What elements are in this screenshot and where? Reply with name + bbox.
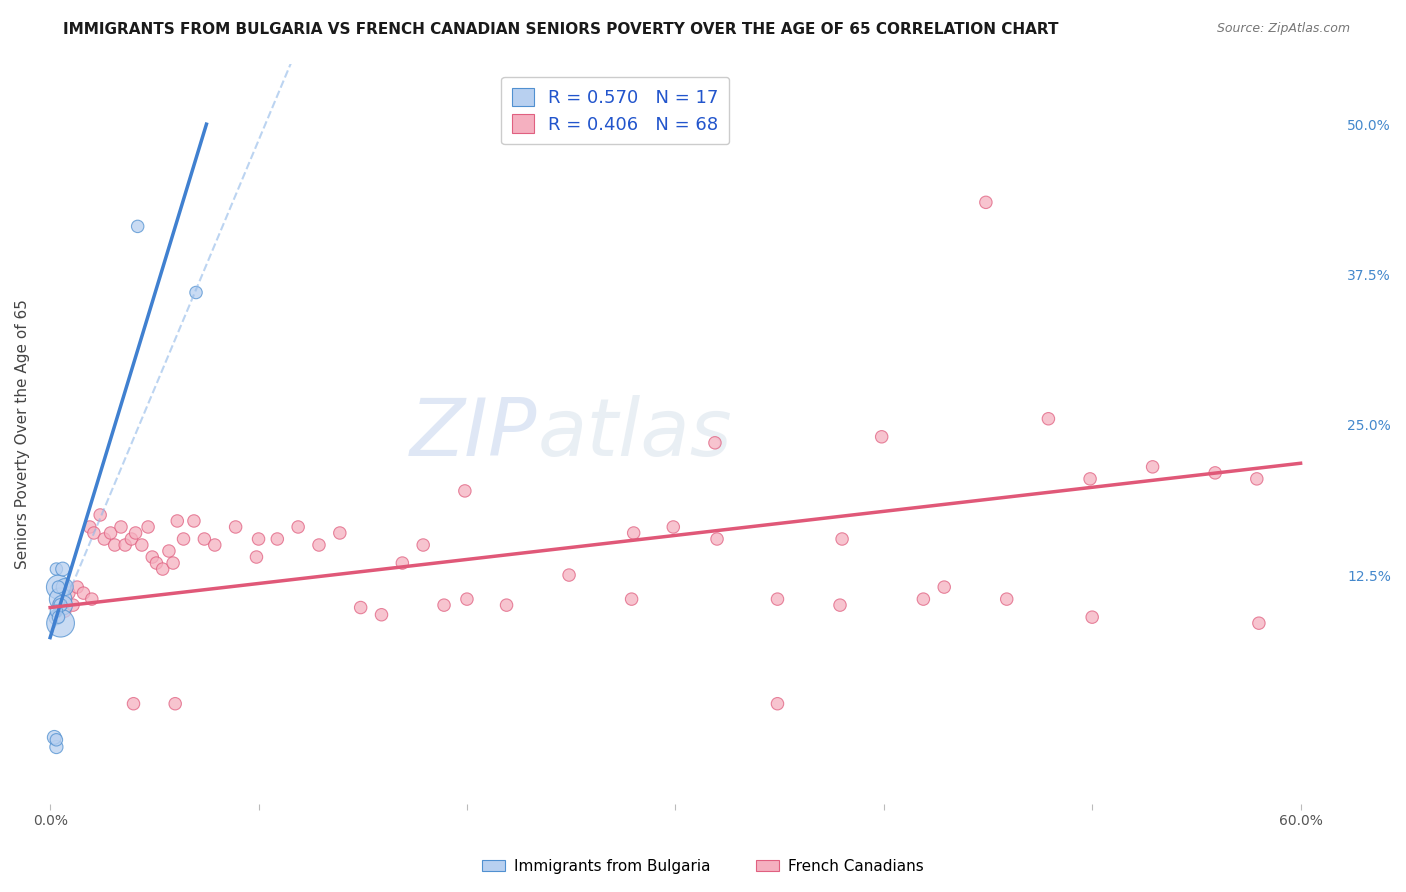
- Point: [44, 731, 66, 745]
- Point: [165, 697, 187, 711]
- Point: [110, 520, 132, 534]
- Point: [766, 592, 789, 607]
- Point: [52, 562, 75, 576]
- Point: [52, 598, 75, 612]
- Point: [131, 538, 153, 552]
- Point: [162, 556, 184, 570]
- Point: [329, 526, 352, 541]
- Point: [72, 586, 94, 600]
- Point: [391, 556, 413, 570]
- Point: [1204, 466, 1226, 480]
- Point: [124, 526, 146, 541]
- Point: [287, 520, 309, 534]
- Point: [1246, 472, 1268, 486]
- Point: [766, 697, 789, 711]
- Point: [558, 568, 581, 582]
- Point: [48, 610, 70, 624]
- Point: [79, 520, 101, 534]
- Point: [120, 532, 142, 546]
- Point: [204, 538, 226, 552]
- Legend: R = 0.570   N = 17, R = 0.406   N = 68: R = 0.570 N = 17, R = 0.406 N = 68: [501, 77, 730, 145]
- Point: [48, 580, 70, 594]
- Point: [831, 532, 853, 546]
- Point: [454, 483, 477, 498]
- Point: [308, 538, 330, 552]
- Point: [152, 562, 174, 576]
- Point: [1247, 616, 1270, 631]
- Point: [45, 732, 67, 747]
- Legend: Immigrants from Bulgaria, French Canadians: Immigrants from Bulgaria, French Canadia…: [475, 853, 931, 880]
- Text: ZIP: ZIP: [411, 395, 537, 473]
- Point: [66, 580, 89, 594]
- Point: [828, 598, 851, 612]
- Point: [53, 604, 76, 618]
- Point: [620, 592, 643, 607]
- Point: [974, 195, 997, 210]
- Point: [370, 607, 392, 622]
- Point: [157, 544, 180, 558]
- Point: [433, 598, 456, 612]
- Point: [45, 562, 67, 576]
- Point: [184, 285, 207, 300]
- Point: [136, 520, 159, 534]
- Point: [114, 538, 136, 552]
- Point: [225, 520, 247, 534]
- Point: [127, 219, 149, 234]
- Point: [183, 514, 205, 528]
- Point: [100, 526, 122, 541]
- Point: [912, 592, 935, 607]
- Point: [266, 532, 288, 546]
- Point: [1078, 472, 1101, 486]
- Point: [49, 592, 72, 607]
- Point: [870, 430, 893, 444]
- Point: [350, 600, 373, 615]
- Point: [48, 598, 70, 612]
- Point: [49, 616, 72, 631]
- Point: [53, 580, 76, 594]
- Point: [58, 586, 80, 600]
- Point: [62, 598, 84, 612]
- Point: [1142, 459, 1164, 474]
- Point: [48, 580, 70, 594]
- Point: [166, 514, 188, 528]
- Point: [245, 549, 267, 564]
- Point: [45, 610, 67, 624]
- Point: [45, 739, 67, 754]
- Point: [173, 532, 195, 546]
- Y-axis label: Seniors Poverty Over the Age of 65: Seniors Poverty Over the Age of 65: [15, 299, 30, 569]
- Point: [706, 532, 728, 546]
- Text: IMMIGRANTS FROM BULGARIA VS FRENCH CANADIAN SENIORS POVERTY OVER THE AGE OF 65 C: IMMIGRANTS FROM BULGARIA VS FRENCH CANAD…: [63, 22, 1059, 37]
- Point: [89, 508, 111, 522]
- Point: [662, 520, 685, 534]
- Text: atlas: atlas: [537, 395, 733, 473]
- Point: [93, 532, 115, 546]
- Point: [45, 604, 67, 618]
- Point: [1038, 411, 1060, 425]
- Point: [83, 526, 105, 541]
- Point: [412, 538, 434, 552]
- Point: [247, 532, 270, 546]
- Point: [995, 592, 1018, 607]
- Point: [122, 697, 145, 711]
- Point: [1081, 610, 1104, 624]
- Point: [80, 592, 103, 607]
- Point: [141, 549, 163, 564]
- Point: [495, 598, 517, 612]
- Point: [193, 532, 215, 546]
- Point: [49, 598, 72, 612]
- Point: [704, 435, 727, 450]
- Point: [456, 592, 478, 607]
- Point: [145, 556, 167, 570]
- Point: [934, 580, 956, 594]
- Text: Source: ZipAtlas.com: Source: ZipAtlas.com: [1216, 22, 1350, 36]
- Point: [104, 538, 127, 552]
- Point: [623, 526, 645, 541]
